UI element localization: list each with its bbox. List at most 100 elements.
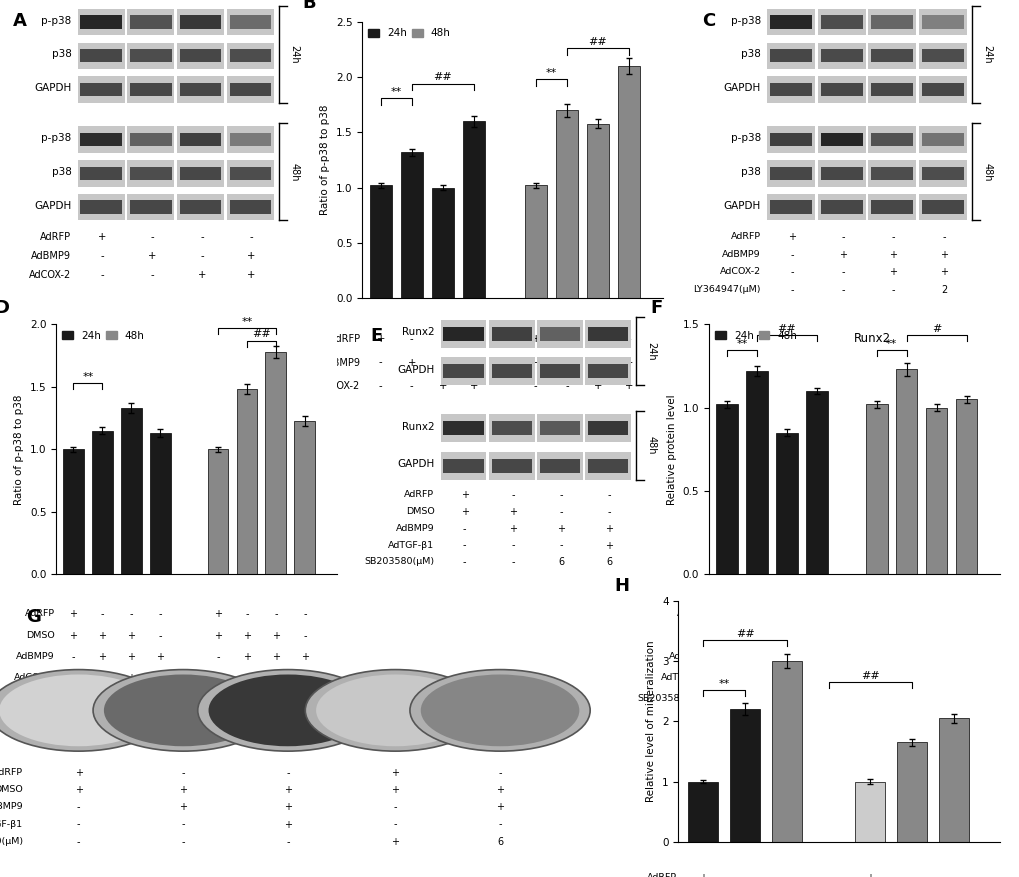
Bar [369, 185, 391, 298]
Text: -: - [303, 631, 307, 641]
Text: ##: ## [735, 629, 754, 638]
Text: -: - [440, 358, 444, 367]
Text: -: - [511, 558, 515, 567]
Bar [775, 433, 797, 574]
Bar [587, 421, 628, 435]
Bar [870, 83, 912, 96]
Bar [867, 76, 915, 103]
Bar [921, 167, 963, 180]
Text: **: ** [242, 317, 253, 327]
Bar [179, 133, 221, 146]
Text: -: - [216, 695, 219, 704]
Bar [766, 43, 814, 69]
Text: -: - [785, 610, 788, 619]
Text: -: - [934, 610, 937, 619]
Bar [870, 16, 912, 29]
Bar [539, 364, 580, 378]
Text: 2: 2 [128, 695, 135, 704]
Bar [130, 83, 171, 96]
Text: +: + [940, 267, 947, 277]
Legend: 24h, 48h: 24h, 48h [713, 330, 798, 342]
Text: +: + [902, 652, 910, 662]
Bar [63, 450, 84, 574]
Text: **: ** [736, 339, 747, 349]
Text: -: - [245, 610, 249, 619]
Bar [226, 9, 274, 35]
Text: -: - [627, 334, 630, 344]
Bar [179, 201, 221, 214]
Text: AdBMP9: AdBMP9 [320, 358, 361, 367]
Text: G: G [26, 608, 41, 626]
Text: -: - [891, 285, 895, 295]
Text: +: + [148, 251, 156, 261]
Text: AdTGF-β1: AdTGF-β1 [0, 819, 23, 829]
Bar [77, 9, 124, 35]
Text: -: - [71, 652, 75, 662]
Bar [769, 167, 811, 180]
Bar [130, 133, 171, 146]
Text: -: - [785, 674, 788, 683]
Bar [130, 49, 171, 62]
Bar [585, 357, 631, 385]
Text: +: + [179, 802, 187, 812]
Text: -: - [565, 381, 568, 391]
Text: +: + [408, 358, 416, 367]
Bar [121, 408, 142, 574]
Text: +: + [248, 270, 256, 281]
Bar [937, 718, 968, 842]
Text: +: + [69, 631, 77, 641]
Bar [179, 167, 221, 180]
Text: +: + [788, 232, 796, 242]
Text: -: - [841, 232, 844, 242]
Text: E: E [370, 327, 382, 345]
Bar [918, 43, 966, 69]
Bar [81, 83, 122, 96]
Text: -: - [904, 610, 908, 619]
Bar [896, 743, 926, 842]
Text: -: - [785, 873, 788, 877]
Text: GAPDH: GAPDH [34, 83, 71, 93]
Text: +: + [604, 524, 612, 534]
Text: -: - [245, 695, 249, 704]
Text: -: - [725, 695, 728, 704]
Text: AdTGF-β1: AdTGF-β1 [388, 540, 434, 550]
Text: +: + [865, 873, 873, 877]
Text: -: - [607, 507, 610, 517]
Bar [443, 364, 483, 378]
Bar [77, 194, 124, 220]
Bar [130, 201, 171, 214]
Text: -: - [71, 674, 75, 683]
Text: -: - [874, 652, 877, 662]
Bar [81, 201, 122, 214]
Bar [895, 369, 916, 574]
Text: DMSO: DMSO [678, 631, 707, 639]
Text: -: - [904, 674, 908, 683]
Bar [236, 389, 257, 574]
Legend: 24h, 48h: 24h, 48h [61, 330, 146, 342]
Text: -: - [891, 232, 895, 242]
Text: H: H [613, 577, 629, 595]
Text: ##: ## [860, 671, 878, 681]
Text: DMSO: DMSO [0, 786, 23, 795]
Text: +: + [752, 631, 760, 641]
Bar [586, 124, 608, 298]
Text: 6: 6 [783, 695, 789, 704]
Text: +: + [722, 610, 731, 619]
Circle shape [93, 670, 273, 751]
Text: -: - [158, 695, 162, 704]
Bar [769, 16, 811, 29]
Text: +: + [604, 540, 612, 551]
Bar [294, 421, 315, 574]
Text: p38: p38 [741, 49, 760, 60]
Bar [805, 391, 826, 574]
Text: 24h: 24h [646, 342, 655, 360]
Text: -: - [725, 652, 728, 662]
Text: **: ** [83, 372, 94, 382]
Text: AdTGF-β1: AdTGF-β1 [660, 674, 707, 682]
Bar [539, 459, 580, 473]
Text: GAPDH: GAPDH [34, 201, 71, 210]
Text: AdRFP: AdRFP [677, 610, 707, 618]
Bar [819, 167, 862, 180]
Text: -: - [71, 695, 75, 704]
Circle shape [104, 674, 262, 746]
